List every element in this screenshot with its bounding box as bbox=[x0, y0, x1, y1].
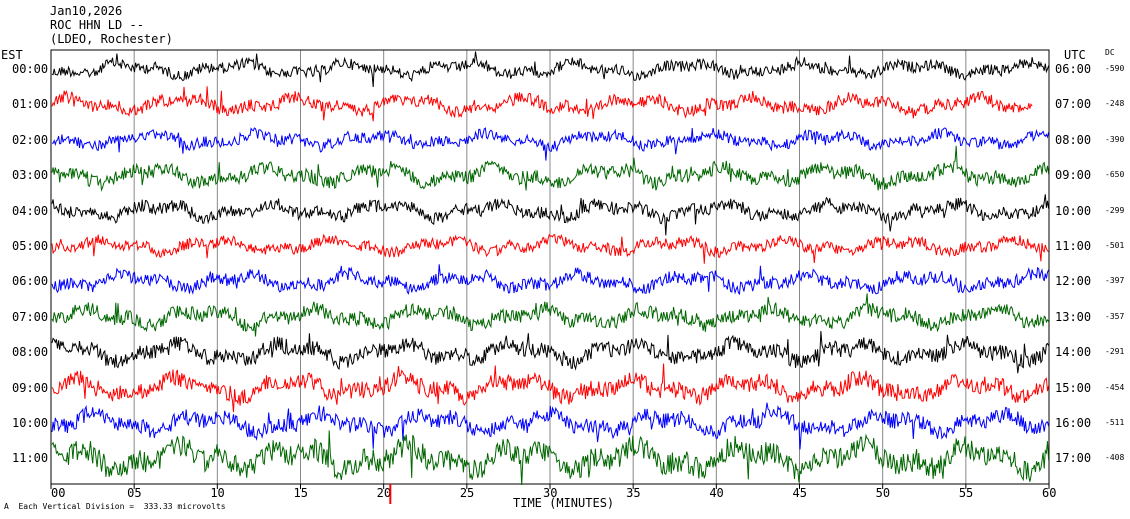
utc-label-9: 15:00 bbox=[1055, 380, 1092, 395]
x-tick-label-05: 05 bbox=[127, 486, 142, 500]
utc-zone-label: UTC bbox=[1064, 48, 1086, 62]
x-tick-label-25: 25 bbox=[459, 486, 475, 500]
x-tick-label-10: 10 bbox=[210, 486, 225, 500]
x-tick-label-60: 60 bbox=[1042, 486, 1057, 500]
x-tick-label-15: 15 bbox=[293, 486, 308, 500]
trace-0100 bbox=[51, 86, 1033, 122]
footer-mark: A bbox=[4, 502, 9, 511]
x-tick-label-00: 00 bbox=[51, 486, 66, 500]
trace-0800 bbox=[51, 330, 1050, 374]
x-tick-label-55: 55 bbox=[958, 486, 974, 500]
est-label-1: 01:00 bbox=[12, 97, 49, 112]
dc-value-6: -397 bbox=[1105, 276, 1125, 286]
x-tick-label-20: 20 bbox=[376, 486, 392, 500]
trace-1100 bbox=[51, 430, 1050, 486]
dc-value-3: -650 bbox=[1105, 170, 1125, 180]
dc-value-0: -590 bbox=[1105, 64, 1125, 73]
utc-label-8: 14:00 bbox=[1055, 345, 1092, 360]
est-label-11: 11:00 bbox=[12, 451, 49, 466]
x-tick-label-35: 35 bbox=[626, 486, 641, 500]
est-label-10: 10:00 bbox=[12, 416, 49, 430]
utc-label-7: 13:00 bbox=[1055, 309, 1092, 324]
est-zone-label: EST bbox=[1, 48, 23, 62]
station-label: ROC HHN LD -- bbox=[50, 18, 144, 32]
trace-0500 bbox=[51, 233, 1049, 264]
x-axis-title: TIME (MINUTES) bbox=[513, 496, 615, 510]
dc-value-5: -501 bbox=[1105, 241, 1125, 250]
utc-label-1: 07:00 bbox=[1055, 97, 1092, 112]
trace-0700 bbox=[51, 293, 1050, 337]
utc-label-3: 09:00 bbox=[1055, 168, 1092, 183]
utc-label-10: 16:00 bbox=[1055, 416, 1092, 430]
utc-label-11: 17:00 bbox=[1055, 451, 1092, 466]
network-label: (LDEO, Rochester) bbox=[50, 32, 173, 46]
dc-value-1: -248 bbox=[1105, 99, 1125, 109]
est-label-6: 06:00 bbox=[12, 274, 49, 289]
trace-0300 bbox=[51, 145, 1050, 192]
dc-value-9: -454 bbox=[1105, 382, 1125, 392]
est-label-9: 09:00 bbox=[12, 380, 49, 395]
footer-note: A Each Vertical Division = 333.33 microv… bbox=[4, 502, 226, 511]
x-tick-label-45: 45 bbox=[792, 486, 807, 500]
est-label-0: 00:00 bbox=[12, 62, 49, 76]
dc-value-8: -291 bbox=[1105, 347, 1125, 357]
est-label-5: 05:00 bbox=[12, 239, 49, 253]
x-tick-label-50: 50 bbox=[875, 486, 891, 500]
est-label-4: 04:00 bbox=[12, 203, 49, 218]
utc-label-6: 12:00 bbox=[1055, 274, 1092, 289]
dc-value-11: -408 bbox=[1105, 453, 1125, 463]
utc-label-4: 10:00 bbox=[1055, 203, 1092, 218]
dc-value-7: -357 bbox=[1105, 311, 1125, 321]
est-label-7: 07:00 bbox=[12, 309, 49, 324]
trace-0000 bbox=[51, 51, 1050, 88]
est-label-2: 02:00 bbox=[12, 132, 49, 147]
trace-0600 bbox=[51, 264, 1050, 296]
scale-note: Each Vertical Division = 333.33 microvol… bbox=[18, 502, 226, 511]
dc-value-4: -299 bbox=[1105, 205, 1125, 215]
x-tick-label-40: 40 bbox=[709, 486, 724, 500]
utc-label-5: 11:00 bbox=[1055, 239, 1092, 253]
utc-label-0: 06:00 bbox=[1055, 62, 1092, 76]
est-label-3: 03:00 bbox=[12, 168, 49, 183]
trace-0900 bbox=[51, 363, 1050, 413]
x-tick-label-30: 30 bbox=[543, 486, 558, 500]
dc-value-10: -511 bbox=[1105, 418, 1125, 427]
utc-label-2: 08:00 bbox=[1055, 132, 1092, 147]
est-label-8: 08:00 bbox=[12, 345, 49, 360]
trace-0200 bbox=[51, 127, 1050, 161]
date-label: Jan10,2026 bbox=[50, 4, 123, 18]
dc-header-label: DC bbox=[1105, 48, 1115, 57]
trace-0400 bbox=[51, 194, 1050, 236]
dc-value-2: -390 bbox=[1105, 134, 1125, 144]
trace-1000 bbox=[51, 402, 1050, 450]
